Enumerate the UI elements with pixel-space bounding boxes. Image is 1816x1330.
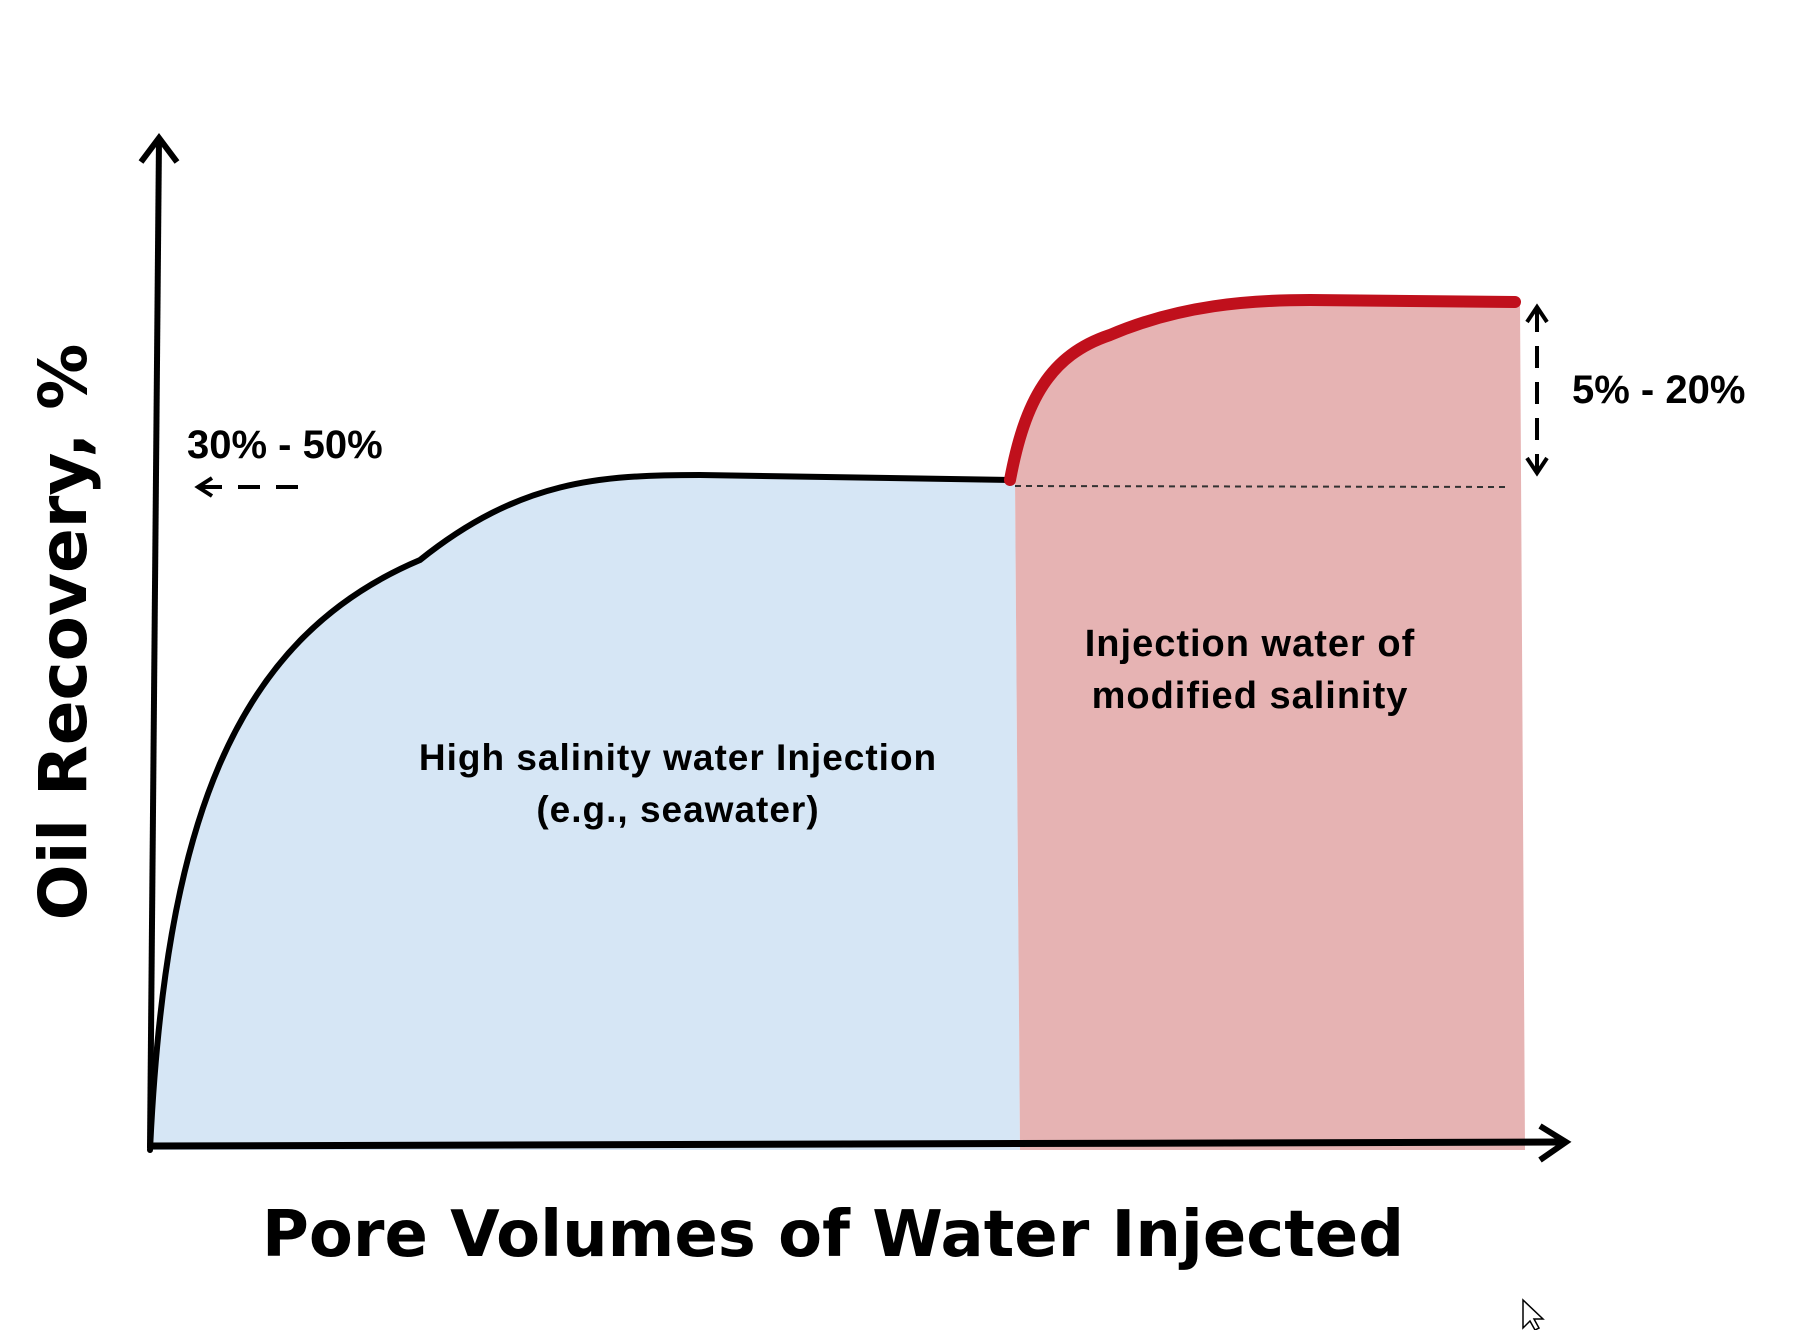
y-axis [147,137,162,1149]
modified-salinity-recovery-curve [1004,293,1521,486]
mouse-cursor-icon [1522,1298,1545,1330]
base-recovery-arrowhead [194,476,214,498]
base-recovery-range-label: 30% - 50% [187,423,383,467]
x-axis [147,1138,1566,1150]
incremental-recovery-arrowhead-down [1525,456,1549,477]
x-axis-title: Pore Volumes of Water Injected [262,1198,1404,1272]
modified-salinity-region [1015,300,1525,1150]
x-axis-arrowhead [1538,1123,1572,1163]
y-axis-arrowhead [138,133,180,164]
modified-salinity-label-line1: Injection water of [1085,623,1415,665]
high-salinity-recovery-curve [147,471,1015,1153]
modified-salinity-label-line2: modified salinity [1092,675,1409,717]
base-plateau-reference-line [1014,485,1506,488]
high-salinity-label-line2: (e.g., seawater) [536,789,819,830]
incremental-recovery-arrowhead-up [1525,303,1549,324]
high-salinity-label-line1: High salinity water Injection [419,737,937,778]
high-salinity-region [150,475,1020,1150]
incremental-recovery-range-label: 5% - 20% [1572,368,1745,412]
y-axis-title: Oil Recovery, % [25,344,102,921]
